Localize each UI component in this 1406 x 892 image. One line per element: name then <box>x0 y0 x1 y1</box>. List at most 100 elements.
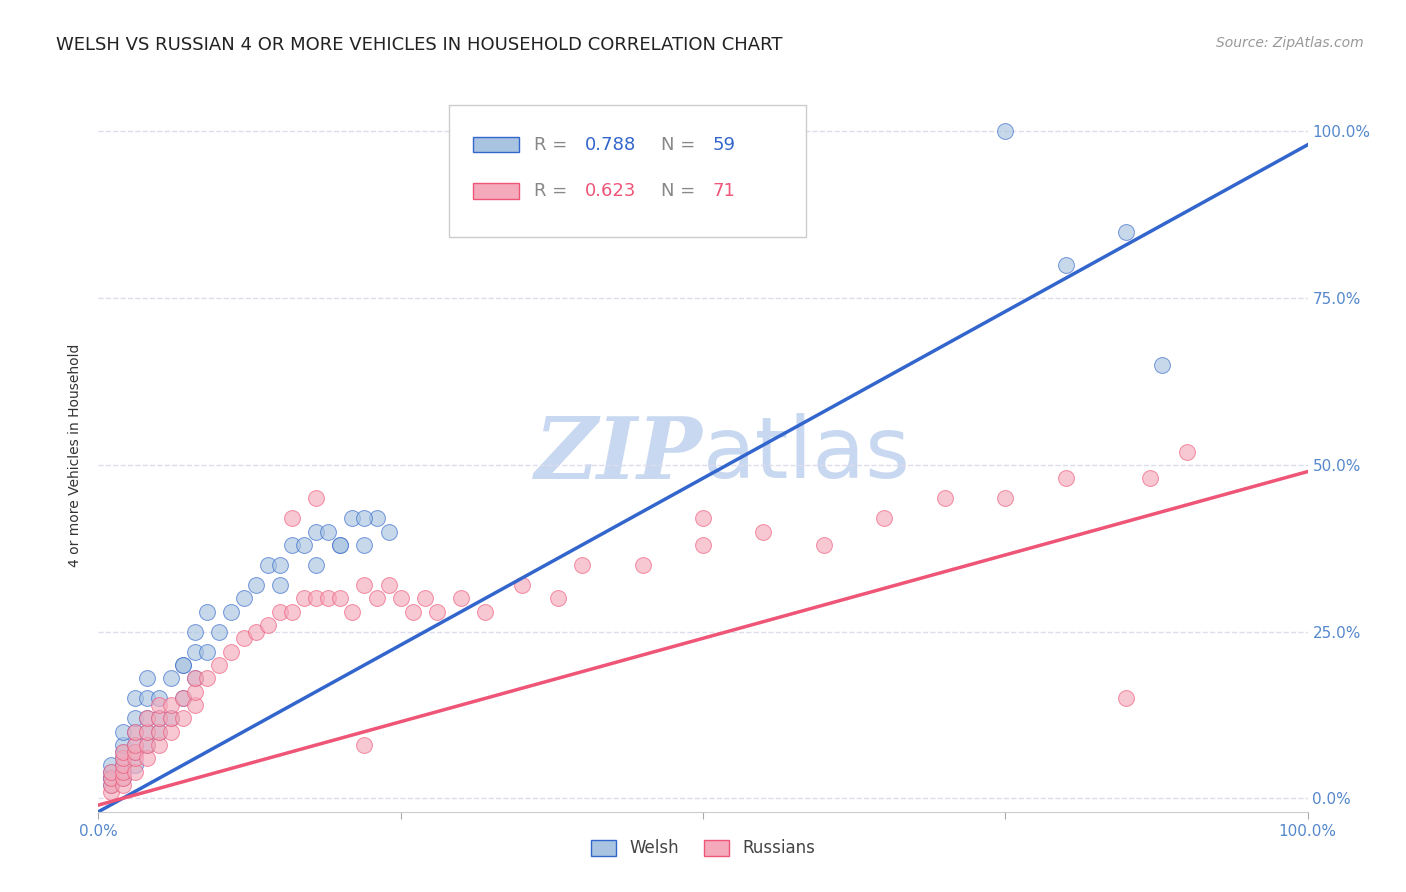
Point <box>124 691 146 706</box>
Point <box>342 511 364 525</box>
Point <box>172 658 194 673</box>
Point <box>873 511 896 525</box>
Point <box>100 764 122 779</box>
Point <box>305 491 328 506</box>
Text: N =: N = <box>661 182 700 200</box>
Point <box>342 605 364 619</box>
Point <box>100 772 122 786</box>
Point <box>135 671 157 685</box>
Point <box>208 624 231 639</box>
Point <box>124 738 146 752</box>
Point <box>426 605 449 619</box>
Point <box>547 591 569 606</box>
Point <box>160 724 183 739</box>
Point <box>135 711 157 725</box>
Text: R =: R = <box>534 182 572 200</box>
Point <box>353 538 375 552</box>
Point <box>111 745 134 759</box>
Point <box>195 671 218 685</box>
Point <box>148 698 170 712</box>
Point <box>172 691 194 706</box>
Point <box>353 511 375 525</box>
Point <box>111 758 134 772</box>
Text: N =: N = <box>661 136 700 153</box>
Point <box>111 764 134 779</box>
Point <box>100 785 122 799</box>
Point <box>124 758 146 772</box>
Point <box>934 491 956 506</box>
Text: WELSH VS RUSSIAN 4 OR MORE VEHICLES IN HOUSEHOLD CORRELATION CHART: WELSH VS RUSSIAN 4 OR MORE VEHICLES IN H… <box>56 36 783 54</box>
Point <box>329 538 352 552</box>
Point <box>1139 471 1161 485</box>
Point <box>135 738 157 752</box>
Point <box>329 538 352 552</box>
Point <box>184 645 207 659</box>
Point <box>245 578 267 592</box>
Point <box>281 605 304 619</box>
Point <box>100 772 122 786</box>
Point <box>135 738 157 752</box>
Point <box>124 745 146 759</box>
Point <box>221 645 243 659</box>
Point <box>1115 225 1137 239</box>
Point <box>402 605 425 619</box>
Point <box>111 724 134 739</box>
Point <box>377 578 399 592</box>
Point <box>353 738 375 752</box>
Point <box>124 764 146 779</box>
Point <box>631 558 654 572</box>
Point <box>135 751 157 765</box>
FancyBboxPatch shape <box>449 105 806 237</box>
Point <box>269 558 291 572</box>
Point <box>111 764 134 779</box>
Point <box>377 524 399 539</box>
Point <box>148 724 170 739</box>
Point <box>184 698 207 712</box>
Point <box>111 772 134 786</box>
Point <box>160 711 183 725</box>
Point <box>1152 358 1174 372</box>
Point <box>124 738 146 752</box>
Point <box>124 724 146 739</box>
Point <box>292 538 315 552</box>
Point <box>160 671 183 685</box>
Point <box>100 778 122 792</box>
Point <box>389 591 412 606</box>
Point <box>124 745 146 759</box>
Point <box>316 524 339 539</box>
Legend: Welsh, Russians: Welsh, Russians <box>585 833 821 864</box>
Point <box>111 758 134 772</box>
Point <box>366 511 388 525</box>
Point <box>269 578 291 592</box>
Point <box>232 591 254 606</box>
Point <box>281 511 304 525</box>
Point <box>100 758 122 772</box>
Point <box>752 524 775 539</box>
Point <box>208 658 231 673</box>
Point <box>692 511 714 525</box>
Point <box>195 645 218 659</box>
Point <box>813 538 835 552</box>
Point <box>245 624 267 639</box>
Point <box>172 711 194 725</box>
Point <box>305 591 328 606</box>
Point <box>148 711 170 725</box>
Point <box>172 658 194 673</box>
Text: 0.788: 0.788 <box>585 136 636 153</box>
Point <box>148 711 170 725</box>
Point <box>256 558 278 572</box>
FancyBboxPatch shape <box>474 136 519 153</box>
Point <box>135 724 157 739</box>
Point <box>450 591 472 606</box>
Text: R =: R = <box>534 136 572 153</box>
Point <box>305 524 328 539</box>
Point <box>135 691 157 706</box>
Point <box>474 605 496 619</box>
Text: Source: ZipAtlas.com: Source: ZipAtlas.com <box>1216 36 1364 50</box>
Point <box>413 591 436 606</box>
Point <box>184 671 207 685</box>
Point <box>135 724 157 739</box>
Point <box>111 778 134 792</box>
Point <box>1175 444 1198 458</box>
Text: 0.623: 0.623 <box>585 182 636 200</box>
